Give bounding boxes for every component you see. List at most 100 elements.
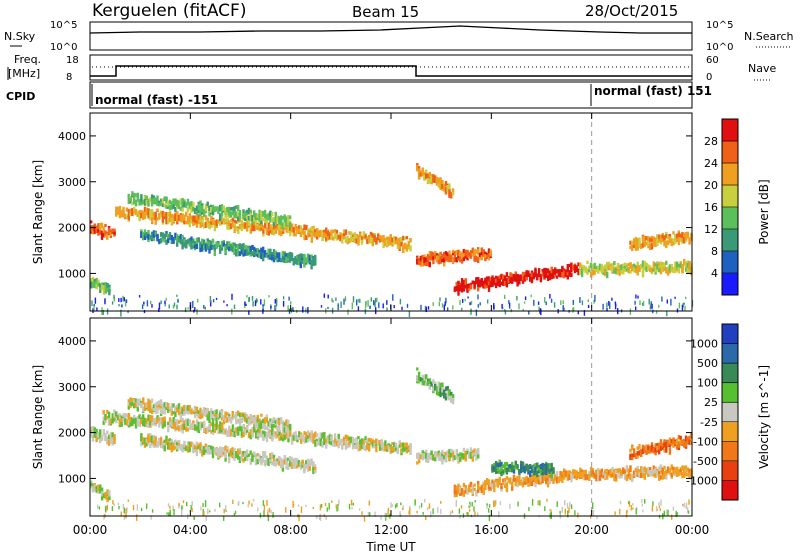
range-gate-cell <box>147 421 150 428</box>
range-gate-cell <box>532 469 535 476</box>
range-gate-cell <box>409 446 412 453</box>
range-gate-cell <box>520 276 523 280</box>
range-gate-cell <box>222 219 226 225</box>
range-gate-cell <box>249 434 252 440</box>
range-gate-cell <box>211 446 215 454</box>
colorbar-tick-label: 4 <box>711 267 718 280</box>
range-gate-cell <box>478 283 482 288</box>
near-range-cell <box>550 298 553 303</box>
range-gate-cell <box>530 272 534 278</box>
range-gate-cell <box>451 397 455 405</box>
range-gate-cell <box>654 237 657 243</box>
range-gate-cell <box>665 267 668 274</box>
range-gate-cell <box>525 270 528 277</box>
colorbar-tick-label: 28 <box>704 135 718 148</box>
near-range-cell <box>263 299 266 306</box>
range-gate-cell <box>384 242 387 247</box>
range-gate-cell <box>686 473 689 477</box>
range-gate-cell <box>253 250 256 256</box>
range-gate-cell <box>238 448 242 453</box>
range-gate-cell <box>677 263 681 268</box>
range-gate-cell <box>523 481 526 485</box>
range-gate-cell <box>432 379 435 385</box>
range-gate-cell <box>316 433 319 437</box>
near-range-cell <box>606 307 608 312</box>
range-gate-cell <box>188 203 191 209</box>
range-gate-cell <box>174 419 177 425</box>
range-gate-cell <box>165 402 168 408</box>
range-gate-cell <box>215 447 218 454</box>
range-gate-cell <box>615 475 618 482</box>
range-gate-cell <box>632 243 636 249</box>
range-gate-cell <box>125 215 129 220</box>
range-gate-cell <box>451 188 455 194</box>
range-gate-cell <box>237 227 240 234</box>
range-gate-cell <box>487 248 491 254</box>
range-gate-cell <box>176 242 179 247</box>
near-range-cell <box>675 510 677 518</box>
range-gate-cell <box>496 481 500 488</box>
range-gate-cell <box>464 284 467 289</box>
near-range-cell <box>344 296 347 302</box>
range-gate-cell <box>663 473 666 480</box>
range-gate-cell <box>195 215 199 223</box>
range-gate-cell <box>233 212 236 219</box>
range-gate-cell <box>247 433 251 439</box>
near-range-cell <box>632 503 634 506</box>
near-range-cell <box>392 294 394 301</box>
range-gate-cell <box>181 423 184 430</box>
colorbar-tick-label: -25 <box>700 416 718 429</box>
range-gate-cell <box>403 236 407 240</box>
range-gate-cell <box>256 432 260 437</box>
range-gate-cell <box>254 213 258 217</box>
range-gate-cell <box>267 229 270 236</box>
range-gate-cell <box>251 453 254 457</box>
range-gate-cell <box>165 214 168 221</box>
range-gate-cell <box>192 420 195 424</box>
range-gate-cell <box>686 467 689 471</box>
range-gate-cell <box>183 242 186 248</box>
range-gate-cell <box>548 477 552 485</box>
range-gate-cell <box>582 474 586 478</box>
range-gate-cell <box>539 463 543 469</box>
range-gate-cell <box>122 413 125 418</box>
range-gate-cell <box>158 203 161 207</box>
range-gate-cell <box>172 214 175 221</box>
range-gate-cell <box>654 263 657 267</box>
range-gate-cell <box>290 226 294 233</box>
range-gate-cell <box>244 418 247 423</box>
range-gate-cell <box>494 275 498 279</box>
range-gate-cell <box>226 224 229 230</box>
range-gate-cell <box>238 211 242 218</box>
range-gate-cell <box>616 267 620 271</box>
range-gate-cell <box>371 232 374 238</box>
near-range-cell <box>687 510 690 514</box>
range-gate-cell <box>177 439 181 444</box>
range-gate-cell <box>109 439 113 444</box>
range-gate-cell <box>464 253 467 259</box>
range-gate-cell <box>629 453 632 461</box>
range-gate-cell <box>419 172 423 177</box>
range-gate-cell <box>502 478 505 482</box>
near-range-cell <box>374 298 377 303</box>
range-gate-cell <box>204 246 208 252</box>
range-gate-cell <box>316 440 319 446</box>
range-gate-cell <box>478 252 482 258</box>
range-gate-cell <box>641 262 645 269</box>
range-gate-cell <box>111 418 114 424</box>
range-gate-cell <box>127 214 130 220</box>
range-gate-cell <box>321 234 324 241</box>
range-gate-cell <box>659 469 663 474</box>
range-gate-cell <box>471 247 474 254</box>
near-range-cell <box>132 504 135 511</box>
range-gate-cell <box>613 266 616 270</box>
range-gate-cell <box>469 453 473 459</box>
range-gate-cell <box>246 219 249 225</box>
range-gate-cell <box>188 441 191 446</box>
range-gate-cell <box>652 447 655 454</box>
range-gate-cell <box>195 237 199 245</box>
near-range-cell <box>393 305 395 309</box>
range-gate-cell <box>224 455 227 462</box>
range-gate-cell <box>136 420 139 426</box>
range-gate-cell <box>287 217 290 221</box>
